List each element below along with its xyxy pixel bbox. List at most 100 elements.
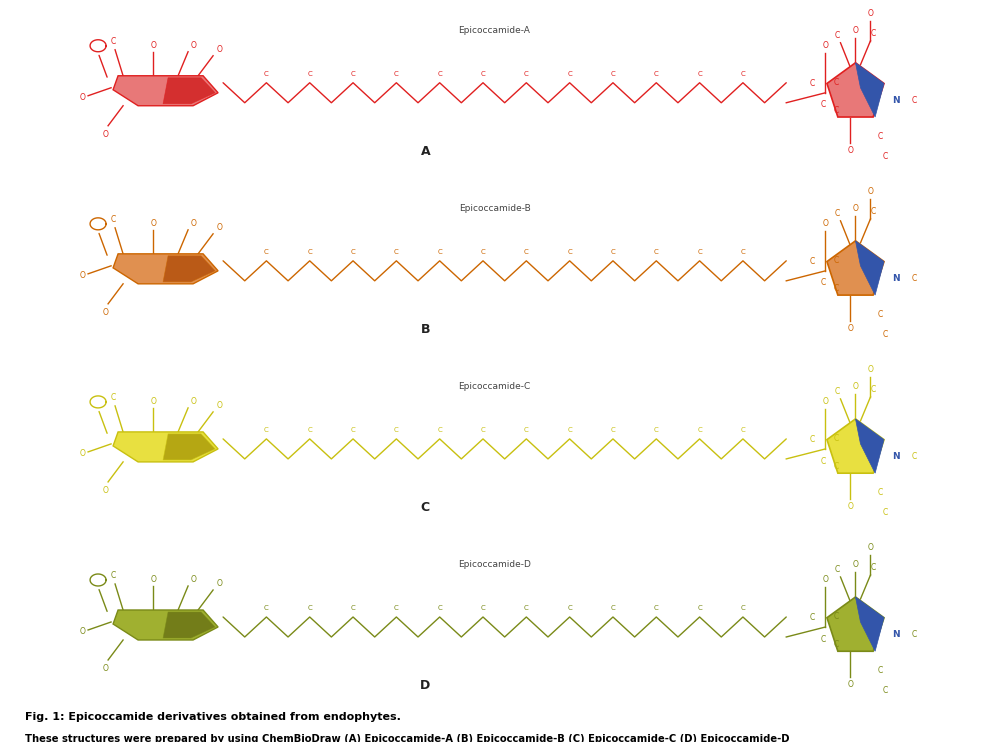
Text: O: O: [190, 397, 196, 406]
Text: C: C: [308, 427, 313, 433]
Polygon shape: [113, 610, 219, 640]
Text: C: C: [264, 70, 269, 76]
Text: C: C: [871, 563, 876, 572]
Text: O: O: [150, 397, 156, 406]
Text: C: C: [834, 78, 839, 88]
Polygon shape: [855, 419, 884, 473]
Text: O: O: [867, 543, 873, 552]
Text: C: C: [654, 605, 659, 611]
Text: C: C: [481, 70, 486, 76]
Text: C: C: [697, 70, 702, 76]
Text: C: C: [883, 152, 888, 161]
Text: Epicoccamide-A: Epicoccamide-A: [459, 26, 530, 35]
Text: D: D: [420, 679, 430, 692]
Text: C: C: [821, 456, 826, 465]
Polygon shape: [855, 63, 884, 117]
Polygon shape: [827, 63, 884, 117]
Text: O: O: [79, 272, 85, 280]
Text: C: C: [264, 249, 269, 255]
Text: C: C: [834, 640, 839, 649]
Text: O: O: [79, 93, 85, 102]
Text: C: C: [437, 70, 442, 76]
Text: C: C: [871, 207, 876, 216]
Text: N: N: [892, 452, 900, 461]
Text: Epicoccamide-B: Epicoccamide-B: [459, 204, 530, 213]
Text: O: O: [102, 130, 108, 139]
Text: C: C: [654, 249, 659, 255]
Text: C: C: [394, 605, 399, 611]
Text: Fig. 1: Epicoccamide derivatives obtained from endophytes.: Fig. 1: Epicoccamide derivatives obtaine…: [25, 712, 401, 722]
Text: C: C: [524, 605, 529, 611]
Text: O: O: [848, 145, 854, 155]
Text: C: C: [741, 605, 746, 611]
Text: O: O: [848, 502, 854, 511]
Text: C: C: [610, 249, 615, 255]
Text: C: C: [883, 686, 888, 695]
Text: Epicoccamide-D: Epicoccamide-D: [458, 560, 531, 569]
Text: C: C: [308, 605, 313, 611]
Text: O: O: [823, 41, 829, 50]
Text: C: C: [883, 508, 888, 517]
Text: C: C: [834, 462, 839, 471]
Text: C: C: [878, 132, 883, 141]
Text: O: O: [102, 486, 108, 495]
Text: C: C: [697, 605, 702, 611]
Text: O: O: [848, 680, 854, 689]
Text: B: B: [420, 323, 430, 336]
Text: O: O: [217, 401, 223, 410]
Text: C: C: [835, 387, 840, 396]
Text: O: O: [150, 219, 156, 228]
Text: O: O: [102, 664, 108, 673]
Text: C: C: [835, 30, 840, 40]
Polygon shape: [855, 597, 884, 651]
Text: C: C: [912, 452, 917, 461]
Text: C: C: [741, 70, 746, 76]
Text: C: C: [394, 70, 399, 76]
Text: C: C: [697, 427, 702, 433]
Text: O: O: [79, 450, 85, 459]
Text: O: O: [150, 41, 156, 50]
Text: C: C: [834, 284, 839, 293]
Polygon shape: [827, 241, 884, 295]
Polygon shape: [163, 434, 215, 460]
Text: O: O: [217, 45, 223, 53]
Text: O: O: [853, 382, 858, 391]
Text: C: C: [420, 501, 430, 514]
Text: C: C: [912, 96, 917, 105]
Text: C: C: [821, 100, 826, 109]
Text: C: C: [351, 605, 355, 611]
Text: C: C: [835, 209, 840, 218]
Text: C: C: [568, 249, 572, 255]
Text: C: C: [878, 310, 883, 319]
Polygon shape: [113, 432, 219, 462]
Text: C: C: [481, 605, 486, 611]
Text: C: C: [610, 70, 615, 76]
Polygon shape: [855, 241, 884, 295]
Polygon shape: [827, 597, 884, 651]
Text: O: O: [217, 579, 223, 588]
Text: C: C: [741, 427, 746, 433]
Text: C: C: [878, 666, 883, 675]
Polygon shape: [163, 256, 215, 282]
Text: A: A: [420, 145, 430, 158]
Text: C: C: [834, 612, 839, 622]
Text: O: O: [853, 560, 858, 569]
Text: C: C: [524, 249, 529, 255]
Text: O: O: [150, 575, 156, 584]
Text: C: C: [437, 427, 442, 433]
Text: Epicoccamide-C: Epicoccamide-C: [458, 382, 531, 391]
Text: C: C: [810, 613, 815, 622]
Text: O: O: [823, 219, 829, 228]
Text: C: C: [351, 249, 355, 255]
Text: C: C: [111, 393, 116, 402]
Text: C: C: [351, 427, 355, 433]
Text: C: C: [394, 249, 399, 255]
Text: N: N: [892, 96, 900, 105]
Text: O: O: [190, 41, 196, 50]
Text: C: C: [810, 257, 815, 266]
Text: O: O: [848, 324, 854, 333]
Text: O: O: [853, 204, 858, 213]
Text: C: C: [878, 488, 883, 497]
Text: C: C: [568, 70, 572, 76]
Text: O: O: [867, 9, 873, 18]
